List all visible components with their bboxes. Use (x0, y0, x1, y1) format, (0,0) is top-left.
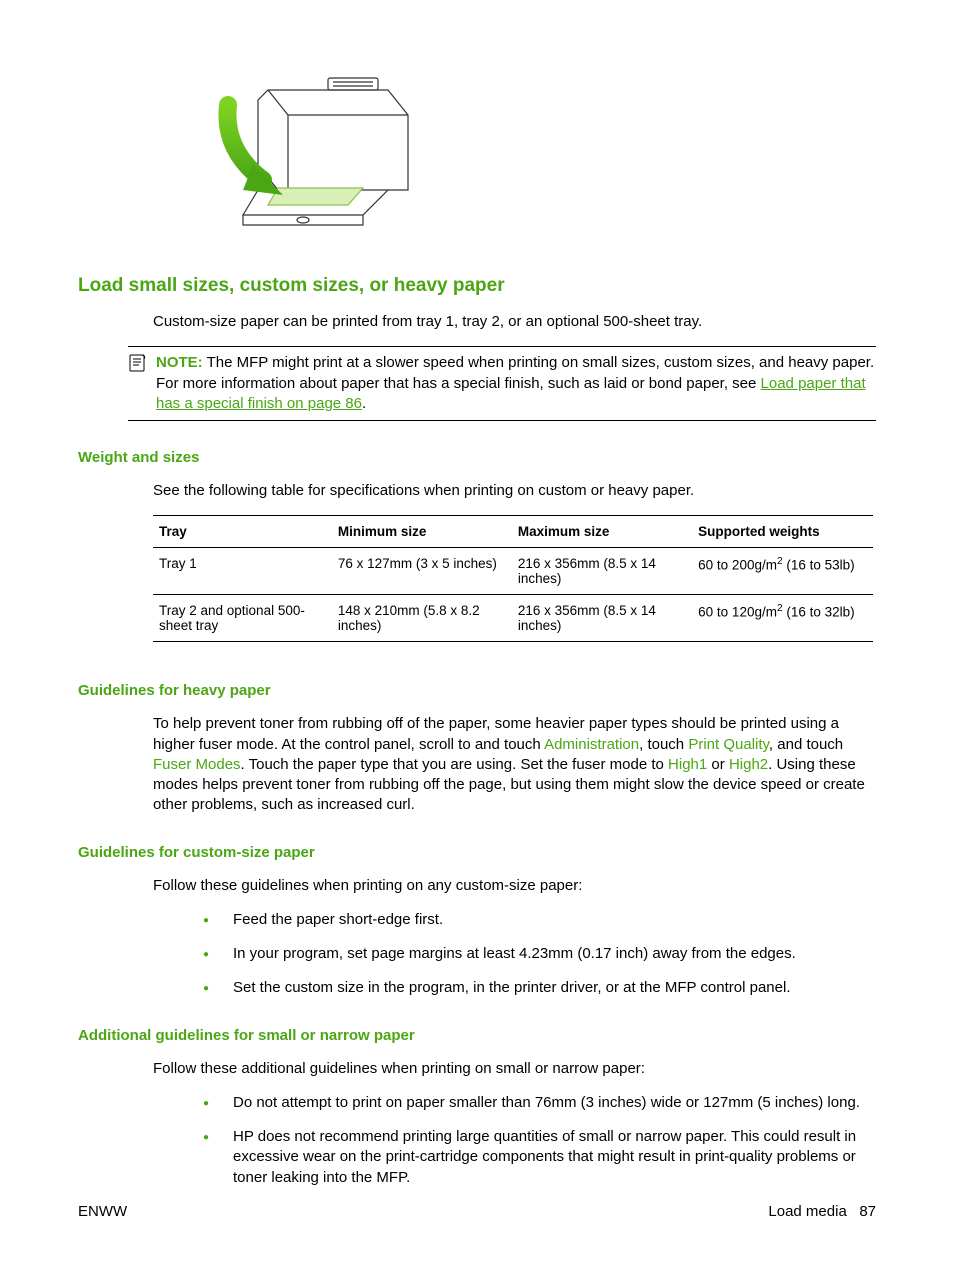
heavy-text-c: , and touch (769, 736, 843, 753)
ui-high1: High1 (668, 756, 707, 773)
heavy-text-b: , touch (639, 736, 688, 753)
cell-weight: 60 to 200g/m2 (16 to 53lb) (692, 548, 873, 595)
small-list: Do not attempt to print on paper smaller… (193, 1093, 876, 1188)
custom-heading: Guidelines for custom-size paper (78, 844, 876, 861)
table-row: Tray 2 and optional 500-sheet tray 148 x… (153, 595, 873, 642)
printer-illustration (208, 70, 876, 245)
cell-tray: Tray 2 and optional 500-sheet tray (153, 595, 332, 642)
footer-right: Load media 87 (768, 1203, 876, 1220)
cell-max: 216 x 356mm (8.5 x 14 inches) (512, 595, 692, 642)
small-intro: Follow these additional guidelines when … (153, 1059, 876, 1079)
th-tray: Tray (153, 516, 332, 548)
page-container: Load small sizes, custom sizes, or heavy… (0, 0, 954, 1270)
note-text: NOTE: The MFP might print at a slower sp… (156, 353, 876, 414)
table-header-row: Tray Minimum size Maximum size Supported… (153, 516, 873, 548)
heavy-heading: Guidelines for heavy paper (78, 682, 876, 699)
section-heading: Load small sizes, custom sizes, or heavy… (78, 275, 876, 297)
intro-text: Custom-size paper can be printed from tr… (153, 312, 876, 332)
ui-fuser-modes: Fuser Modes (153, 756, 241, 773)
ui-print-quality: Print Quality (688, 736, 769, 753)
small-heading: Additional guidelines for small or narro… (78, 1027, 876, 1044)
th-weight: Supported weights (692, 516, 873, 548)
ui-administration: Administration (544, 736, 639, 753)
spec-table: Tray Minimum size Maximum size Supported… (153, 515, 873, 642)
weight-suffix: (16 to 53lb) (783, 558, 855, 573)
weight-sizes-intro: See the following table for specificatio… (153, 481, 876, 501)
cell-weight: 60 to 120g/m2 (16 to 32lb) (692, 595, 873, 642)
weight-prefix: 60 to 200g/m (698, 558, 777, 573)
cell-min: 148 x 210mm (5.8 x 8.2 inches) (332, 595, 512, 642)
footer-section: Load media (768, 1203, 846, 1220)
heavy-paragraph: To help prevent toner from rubbing off o… (153, 714, 876, 815)
note-icon (128, 353, 150, 378)
footer-page-number: 87 (859, 1203, 876, 1220)
cell-max: 216 x 356mm (8.5 x 14 inches) (512, 548, 692, 595)
table-row: Tray 1 76 x 127mm (3 x 5 inches) 216 x 3… (153, 548, 873, 595)
list-item: Feed the paper short-edge first. (193, 910, 876, 930)
list-item: Do not attempt to print on paper smaller… (193, 1093, 876, 1113)
list-item: HP does not recommend printing large qua… (193, 1127, 876, 1188)
th-max: Maximum size (512, 516, 692, 548)
custom-intro: Follow these guidelines when printing on… (153, 876, 876, 896)
th-min: Minimum size (332, 516, 512, 548)
note-block: NOTE: The MFP might print at a slower sp… (128, 346, 876, 421)
weight-prefix: 60 to 120g/m (698, 605, 777, 620)
cell-tray: Tray 1 (153, 548, 332, 595)
heavy-text-e: or (707, 756, 729, 773)
note-label: NOTE: (156, 354, 203, 371)
footer-left: ENWW (78, 1203, 127, 1220)
ui-high2: High2 (729, 756, 768, 773)
list-item: In your program, set page margins at lea… (193, 944, 876, 964)
note-body-after: . (362, 395, 366, 412)
custom-list: Feed the paper short-edge first. In your… (193, 910, 876, 999)
weight-suffix: (16 to 32lb) (783, 605, 855, 620)
heavy-text-d: . Touch the paper type that you are usin… (241, 756, 669, 773)
weight-sizes-heading: Weight and sizes (78, 449, 876, 466)
cell-min: 76 x 127mm (3 x 5 inches) (332, 548, 512, 595)
page-footer: ENWW Load media 87 (78, 1203, 876, 1220)
list-item: Set the custom size in the program, in t… (193, 978, 876, 998)
